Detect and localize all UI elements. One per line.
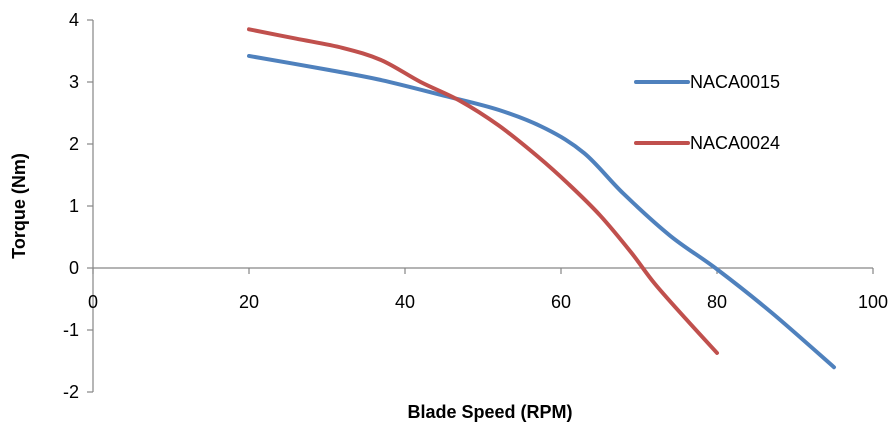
y-tick-label: 1 [69,196,79,216]
x-tick-label: 100 [858,292,888,312]
y-tick-group: 4 3 2 1 0 -1 -2 [63,10,93,402]
y-axis-title: Torque (Nm) [9,153,29,259]
legend-label-naca0024: NACA0024 [690,133,780,153]
y-tick-label: 2 [69,134,79,154]
y-tick-label: 3 [69,72,79,92]
series-group [247,27,836,370]
x-tick-label: 60 [551,292,571,312]
y-tick-label: -1 [63,320,79,340]
series-line-naca0024 [247,27,719,355]
x-tick-label: 0 [88,292,98,312]
series-line-naca0015 [247,53,836,370]
legend: NACA0015 NACA0024 [634,72,780,153]
y-tick-label: 0 [69,258,79,278]
x-tick-label: 80 [707,292,727,312]
x-tick-group: 0 20 40 60 80 100 [88,268,888,312]
x-tick-label: 40 [395,292,415,312]
y-tick-label: -2 [63,382,79,402]
y-tick-label: 4 [69,10,79,30]
x-tick-label: 20 [239,292,259,312]
x-axis-title: Blade Speed (RPM) [407,402,572,422]
legend-label-naca0015: NACA0015 [690,72,780,92]
